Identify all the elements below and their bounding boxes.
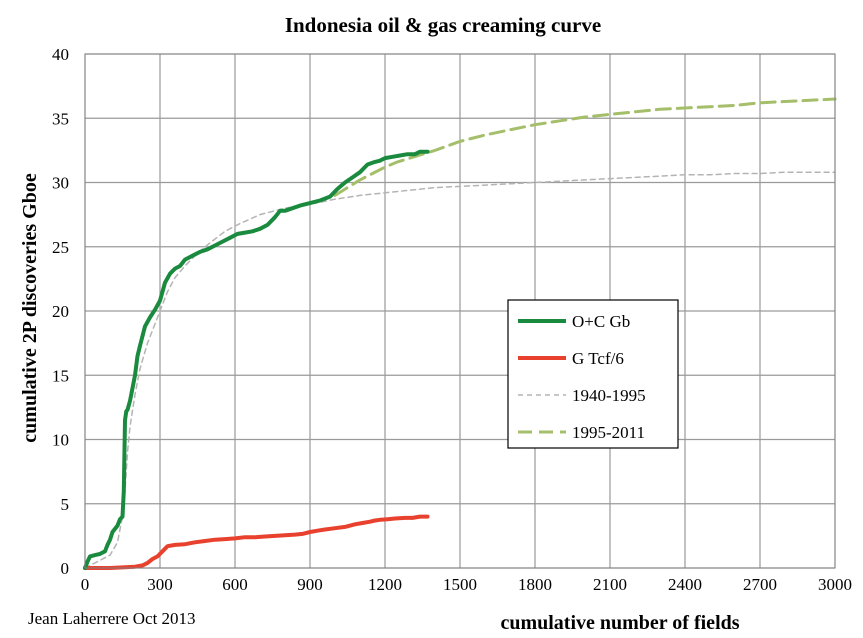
grid	[84, 53, 836, 569]
series-line-o-c-gb	[83, 149, 430, 570]
series-layer	[83, 97, 837, 570]
plot-frame	[84, 53, 836, 569]
axis-ticks: 0 300 600 900 1200 1500 1800 2100 2400 2700 3000 0 5…	[52, 45, 852, 594]
y-tick-label: 25	[52, 238, 69, 257]
x-tick-label: 0	[81, 575, 90, 594]
series-line-g-tcf-6	[83, 514, 430, 570]
y-tick-label: 30	[52, 174, 69, 193]
legend-label: O+C Gb	[572, 312, 630, 331]
chart-title: Indonesia oil & gas creaming curve	[285, 13, 601, 37]
credit-text: Jean Laherrere Oct 2013	[28, 609, 196, 628]
y-tick-label: 20	[52, 302, 69, 321]
y-tick-label: 5	[61, 495, 70, 514]
x-tick-label: 2400	[668, 575, 702, 594]
x-axis-label: cumulative number of fields	[500, 612, 739, 634]
x-tick-label: 1800	[518, 575, 552, 594]
x-tick-label: 1500	[443, 575, 477, 594]
x-tick-label: 2700	[743, 575, 777, 594]
x-tick-label: 2100	[593, 575, 627, 594]
x-tick-label: 1200	[368, 575, 402, 594]
series-line-1995-2011	[333, 97, 837, 197]
x-tick-label: 300	[147, 575, 173, 594]
y-tick-label: 40	[52, 45, 69, 64]
x-tick-label: 3000	[818, 575, 852, 594]
legend: O+C Gb G Tcf/6 1940-1995 1995-2011	[507, 299, 679, 449]
y-tick-label: 0	[61, 559, 70, 578]
y-tick-label: 35	[52, 109, 69, 128]
legend-label: 1995-2011	[572, 423, 645, 442]
y-axis-label: cumulative 2P discoveries Gboe	[19, 173, 41, 443]
y-tick-label: 15	[52, 366, 69, 385]
legend-label: 1940-1995	[572, 386, 646, 405]
x-tick-label: 600	[222, 575, 248, 594]
legend-box	[507, 299, 679, 449]
legend-label: G Tcf/6	[572, 349, 624, 368]
y-tick-label: 10	[52, 431, 69, 450]
x-tick-label: 900	[297, 575, 323, 594]
